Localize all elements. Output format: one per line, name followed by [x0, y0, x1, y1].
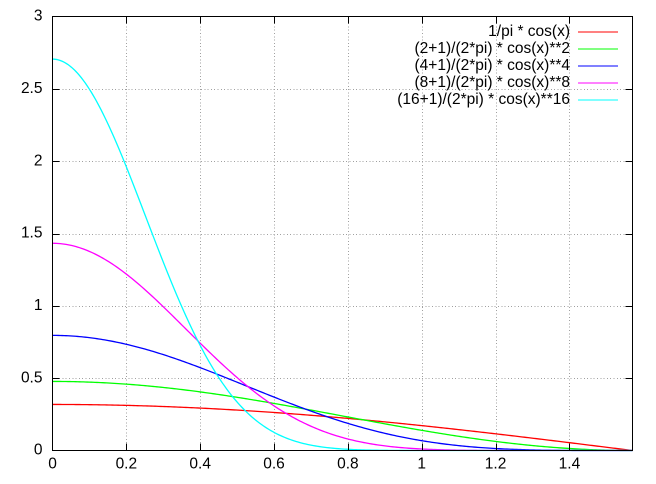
svg-text:0.6: 0.6 [263, 456, 285, 473]
svg-text:1.4: 1.4 [559, 456, 581, 473]
svg-text:1.5: 1.5 [21, 225, 43, 242]
svg-text:1/pi * cos(x): 1/pi * cos(x) [488, 23, 570, 40]
svg-text:(16+1)/(2*pi) * cos(x)**16: (16+1)/(2*pi) * cos(x)**16 [397, 91, 570, 108]
svg-text:(8+1)/(2*pi) * cos(x)**8: (8+1)/(2*pi) * cos(x)**8 [415, 74, 570, 91]
svg-text:0.5: 0.5 [21, 369, 43, 386]
svg-text:(2+1)/(2*pi) * cos(x)**2: (2+1)/(2*pi) * cos(x)**2 [415, 40, 570, 57]
svg-text:2: 2 [34, 152, 43, 169]
svg-text:0.4: 0.4 [189, 456, 211, 473]
svg-text:0: 0 [34, 442, 43, 459]
svg-text:0.2: 0.2 [116, 456, 138, 473]
svg-text:2.5: 2.5 [21, 80, 43, 97]
svg-text:(4+1)/(2*pi) * cos(x)**4: (4+1)/(2*pi) * cos(x)**4 [415, 57, 571, 74]
svg-text:3: 3 [34, 8, 43, 25]
svg-text:0.8: 0.8 [337, 456, 359, 473]
svg-text:1: 1 [34, 297, 43, 314]
svg-text:0: 0 [48, 456, 57, 473]
svg-text:1.2: 1.2 [485, 456, 507, 473]
svg-text:1: 1 [417, 456, 426, 473]
